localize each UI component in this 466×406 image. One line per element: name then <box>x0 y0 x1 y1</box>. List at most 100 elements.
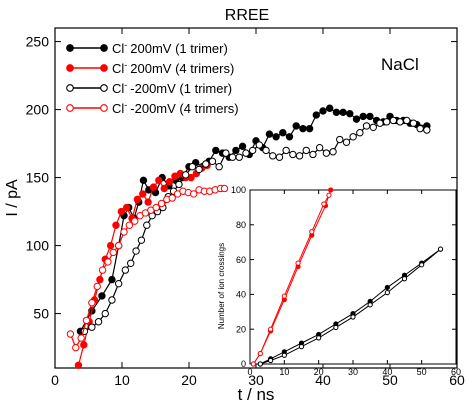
y-tick-label: 0 <box>241 359 246 369</box>
data-point <box>389 116 398 125</box>
data-point <box>326 192 332 198</box>
data-point <box>112 221 120 229</box>
data-point <box>409 119 418 127</box>
legend-item: Cl- 200mV (4 trimers) <box>66 60 234 76</box>
data-point <box>312 111 320 119</box>
data-point <box>127 259 135 267</box>
inset-x-axis: 0 10 20 30 40 50 60 <box>247 190 461 377</box>
data-point <box>120 228 128 236</box>
data-point <box>265 130 274 138</box>
data-point <box>121 266 130 274</box>
legend-marker <box>100 104 108 112</box>
series <box>66 184 229 352</box>
data-point <box>369 123 377 131</box>
data-point <box>195 165 203 174</box>
legend-label: Cl- 200mV (1 trimer) <box>112 40 228 56</box>
data-point <box>305 124 314 133</box>
data-point <box>106 241 115 250</box>
data-point <box>285 133 294 141</box>
data-point <box>232 146 240 155</box>
x-tick-label: 60 <box>449 372 465 388</box>
data-point <box>309 229 315 235</box>
y-tick-label: 250 <box>26 34 50 50</box>
legend-label: Cl- 200mV (4 trimers) <box>112 60 234 76</box>
data-point <box>403 116 411 125</box>
legend-label: Cl- -200mV (4 trimers) <box>112 100 239 116</box>
data-point <box>175 180 183 189</box>
data-point <box>222 149 230 157</box>
data-point <box>235 153 243 161</box>
data-point <box>242 149 250 157</box>
data-point <box>88 299 96 307</box>
data-point <box>319 107 327 115</box>
data-point <box>295 152 304 160</box>
data-point <box>137 236 146 244</box>
data-point <box>131 217 139 225</box>
data-point <box>160 184 168 193</box>
data-point <box>238 142 247 151</box>
data-point <box>208 157 217 165</box>
data-point <box>295 260 301 266</box>
x-tick-label: 40 <box>315 372 331 388</box>
data-point <box>376 119 384 127</box>
data-point <box>149 183 158 191</box>
legend-marker <box>66 44 74 52</box>
data-point <box>299 124 307 133</box>
data-point <box>114 241 123 250</box>
chart-title: RREE <box>225 7 269 24</box>
data-point <box>255 141 264 149</box>
data-point <box>302 146 310 155</box>
data-point <box>321 201 327 207</box>
data-point <box>152 203 160 212</box>
data-point <box>382 118 391 126</box>
data-point <box>133 195 142 204</box>
data-point <box>114 279 123 288</box>
legend-item: Cl- -200mV (4 trimers) <box>66 100 239 116</box>
data-point <box>339 108 347 117</box>
data-point <box>268 326 274 332</box>
x-tick-label: 50 <box>417 367 427 377</box>
data-point <box>220 184 229 193</box>
data-point <box>108 275 116 284</box>
legend-marker <box>66 84 74 92</box>
data-point <box>282 146 290 155</box>
data-point <box>117 207 126 216</box>
x-tick-label: 0 <box>51 372 59 388</box>
data-point <box>350 314 356 320</box>
data-point <box>328 187 334 193</box>
data-point <box>333 324 339 331</box>
data-point <box>309 150 317 159</box>
y-tick-label: 40 <box>236 290 246 300</box>
data-point <box>80 341 88 349</box>
data-point <box>272 133 280 141</box>
series <box>80 116 431 335</box>
legend-marker <box>100 64 108 72</box>
data-point <box>109 248 117 257</box>
data-point <box>342 138 351 146</box>
data-point <box>74 361 83 369</box>
data-point <box>250 361 257 367</box>
y-tick-label: 100 <box>26 238 50 254</box>
data-point <box>367 302 373 308</box>
data-point <box>72 343 80 352</box>
legend-marker <box>66 64 74 72</box>
data-point <box>329 148 337 156</box>
data-point <box>93 282 101 291</box>
data-point <box>326 104 334 112</box>
data-point <box>98 292 106 300</box>
legend-marker <box>66 104 74 112</box>
data-point <box>125 221 134 229</box>
data-point <box>262 146 270 155</box>
main-plot-series <box>66 104 431 369</box>
legend-item: Cl- 200mV (1 trimer) <box>66 40 228 56</box>
data-point <box>401 276 408 282</box>
data-point <box>101 309 109 318</box>
data-point <box>94 318 103 326</box>
legend-marker <box>100 84 108 92</box>
data-point <box>228 153 237 161</box>
data-point <box>257 361 263 367</box>
data-point <box>366 112 374 121</box>
x-tick-label: 20 <box>181 372 197 388</box>
inset-y-axis-label: Number of ion crossings <box>217 243 226 329</box>
